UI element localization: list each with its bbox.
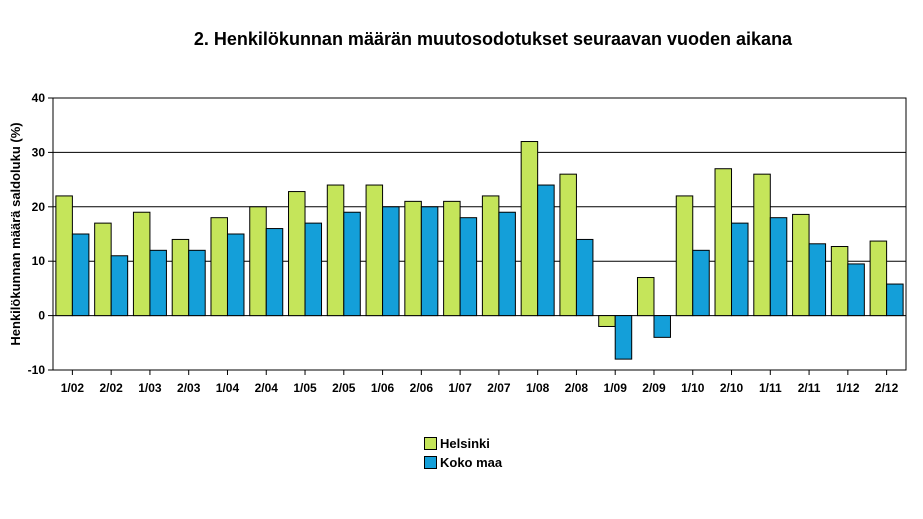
- x-tick-label: 2/08: [565, 381, 589, 395]
- bar-helsinki: [792, 213, 810, 317]
- x-tick-label: 2/03: [177, 381, 201, 395]
- bar-koko-maa: [71, 233, 90, 317]
- plot-frame: [52, 97, 907, 371]
- bar-koko-maa: [420, 206, 439, 317]
- x-tick-label: 1/07: [448, 381, 472, 395]
- x-tick-label: 1/08: [526, 381, 550, 395]
- bar-helsinki: [171, 238, 190, 317]
- bar-koko-maa: [575, 238, 594, 317]
- bar-koko-maa: [149, 249, 167, 317]
- x-tick-label: 1/03: [138, 381, 162, 395]
- y-tick-label: 20: [32, 200, 46, 214]
- bar-helsinki: [675, 195, 694, 317]
- bar-helsinki: [132, 211, 151, 317]
- legend-label-helsinki: Helsinki: [440, 436, 490, 451]
- y-axis-label: Henkilökunnan määrä saldoluku (%): [8, 122, 23, 345]
- bar-koko-maa: [769, 217, 788, 317]
- bar-koko-maa: [226, 233, 245, 317]
- bar-helsinki: [481, 195, 500, 317]
- bar-koko-maa: [847, 263, 865, 317]
- legend-item-koko-maa: Koko maa: [424, 453, 502, 472]
- bar-koko-maa: [537, 184, 555, 317]
- bar-helsinki: [443, 200, 461, 317]
- bar-koko-maa: [382, 206, 400, 317]
- bar-helsinki: [55, 195, 73, 317]
- bar-helsinki: [869, 240, 888, 317]
- legend-swatch-helsinki: [424, 437, 437, 450]
- bars: [55, 141, 904, 360]
- y-tick-label: 40: [32, 91, 46, 105]
- x-tick-label: 1/06: [371, 381, 395, 395]
- bar-helsinki: [365, 184, 384, 317]
- bar-koko-maa: [459, 217, 478, 317]
- x-tick-label: 1/10: [681, 381, 705, 395]
- bar-koko-maa: [808, 243, 827, 317]
- y-tick-label: 0: [38, 309, 45, 323]
- x-tick-label: 2/04: [255, 381, 279, 395]
- bar-helsinki: [636, 277, 655, 317]
- x-tick-label: 2/05: [332, 381, 356, 395]
- x-tick-label: 2/07: [487, 381, 511, 395]
- bar-koko-maa: [886, 283, 904, 317]
- bar-koko-maa: [692, 249, 710, 317]
- bar-koko-maa: [731, 222, 749, 317]
- x-tick-label: 2/06: [410, 381, 434, 395]
- bar-koko-maa: [343, 211, 361, 317]
- y-tick-label: 10: [32, 254, 46, 268]
- bar-helsinki: [598, 315, 616, 327]
- bar-koko-maa: [498, 211, 516, 317]
- bar-helsinki: [288, 191, 306, 317]
- legend-label-koko-maa: Koko maa: [440, 455, 503, 470]
- x-tick-label: 1/09: [604, 381, 628, 395]
- bar-helsinki: [210, 217, 228, 317]
- x-tick-label: 1/12: [836, 381, 860, 395]
- bar-helsinki: [94, 222, 112, 317]
- x-tick-label: 2/11: [798, 381, 821, 395]
- bar-koko-maa: [188, 249, 206, 317]
- bar-helsinki: [520, 141, 539, 317]
- bar-helsinki: [830, 246, 849, 317]
- x-tick-label: 2/12: [875, 381, 899, 395]
- bar-helsinki: [559, 173, 577, 317]
- x-tick-label: 1/02: [61, 381, 85, 395]
- legend-swatch-koko-maa: [424, 456, 437, 469]
- bar-koko-maa: [304, 222, 323, 317]
- x-tick-label: 2/10: [720, 381, 744, 395]
- x-tick-label: 1/04: [216, 381, 240, 395]
- bar-helsinki: [326, 184, 345, 317]
- x-tick-label: 2/02: [99, 381, 123, 395]
- bar-helsinki: [753, 173, 771, 317]
- legend: Helsinki Koko maa: [424, 434, 502, 472]
- chart-title: 2. Henkilökunnan määrän muutosodotukset …: [193, 29, 793, 49]
- bar-helsinki: [404, 200, 422, 317]
- bar-helsinki: [249, 206, 267, 317]
- y-tick-label: -10: [28, 363, 46, 377]
- bar-koko-maa: [110, 255, 129, 317]
- y-tick-label: 30: [32, 145, 46, 159]
- bar-koko-maa: [265, 228, 284, 317]
- y-axis-ticks: -10 0 10 20 30 40: [28, 91, 53, 377]
- x-axis-ticks: 1/02 2/02 1/03 2/03 1/04 2/04 1/05 2/05 1/06 2/06…: [61, 370, 899, 395]
- x-tick-label: 2/09: [642, 381, 666, 395]
- bar-koko-maa: [614, 315, 633, 360]
- x-tick-label: 1/05: [293, 381, 317, 395]
- legend-item-helsinki: Helsinki: [424, 434, 502, 453]
- x-tick-label: 1/11: [759, 381, 782, 395]
- bar-helsinki: [714, 168, 733, 317]
- bar-koko-maa: [653, 315, 671, 338]
